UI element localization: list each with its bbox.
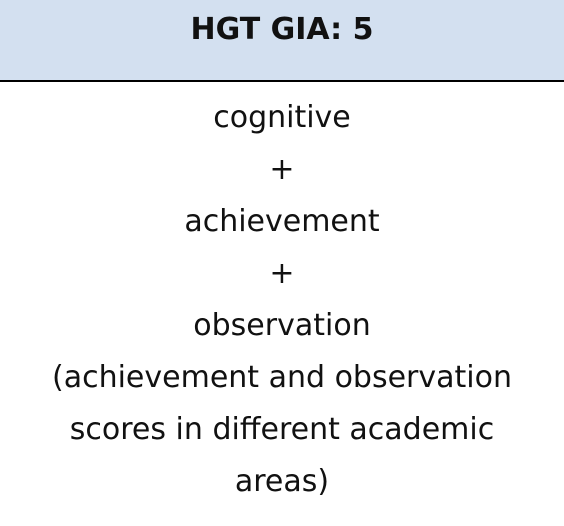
body-line-achievement: achievement (184, 204, 380, 239)
body-line-note-2: scores in different academic (69, 412, 495, 447)
body-line-plus-1: + (269, 152, 295, 187)
body-line-observation: observation (193, 308, 371, 343)
body-line-note-3: areas) (234, 464, 330, 499)
body-line-note-1: (achievement and observation (52, 360, 512, 395)
card-header: HGT GIA: 5 (0, 0, 564, 82)
card-body: cognitive + achievement + observation (a… (0, 92, 564, 508)
body-line-cognitive: cognitive (213, 100, 351, 135)
card-title: HGT GIA: 5 (190, 12, 374, 47)
body-line-plus-2: + (269, 256, 295, 291)
